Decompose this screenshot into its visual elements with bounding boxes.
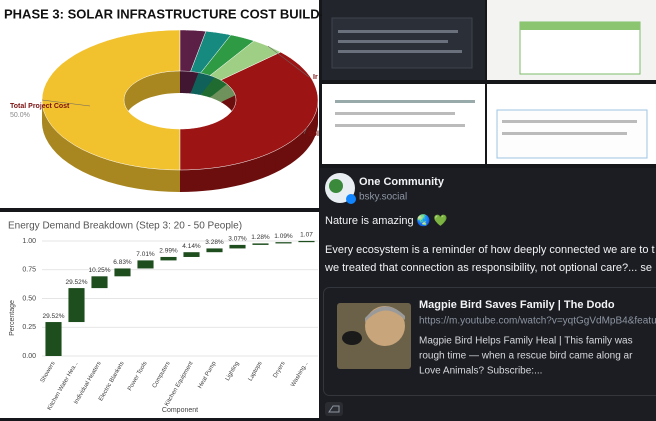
link-title[interactable]: Magpie Bird Saves Family | The Dodo: [419, 299, 615, 311]
post-text: Nature is amazing 🌏 💚: [325, 214, 447, 227]
y-tick-label: 0.00: [22, 353, 36, 360]
author-name[interactable]: One Community: [359, 176, 445, 188]
post-body-line: we treated that connection as responsibi…: [324, 262, 652, 274]
bar: [91, 276, 108, 289]
x-axis-label: Component: [162, 407, 198, 414]
value-label: 3.07%: [228, 236, 247, 243]
thumbnail-content: [519, 21, 641, 75]
thumbnail-line: [338, 50, 462, 53]
thumbnail-line: [335, 124, 465, 127]
post-body-line: Every ecosystem is a reminder of how dee…: [325, 244, 655, 256]
waterfall-panel[interactable]: [0, 212, 319, 418]
reply-button[interactable]: [325, 402, 343, 416]
y-tick-label: 0.50: [22, 295, 36, 302]
bar: [252, 243, 269, 245]
bar: [137, 260, 154, 269]
value-label: 6.83%: [113, 259, 132, 266]
author-handle[interactable]: bsky.social: [359, 192, 407, 203]
link-description: Magpie Bird Helps Family Heal | This fam…: [419, 336, 633, 347]
value-label: 29.52%: [42, 313, 64, 320]
slice-value-label: 50.0%: [10, 112, 30, 119]
value-label: 4.14%: [182, 243, 201, 250]
link-thumbnail-hat: [365, 306, 405, 322]
y-tick-label: 0.75: [22, 267, 36, 274]
leader-line: [303, 127, 307, 135]
value-label: 1.07: [300, 232, 313, 239]
thumbnail-line: [502, 120, 637, 123]
value-label: 7.01%: [136, 251, 155, 258]
verified-badge: [346, 194, 356, 204]
link-thumbnail-face: [365, 306, 405, 346]
bar: [45, 322, 62, 356]
leader-line: [41, 99, 91, 107]
donut-title: PHASE 3: SOLAR INFRASTRUCTURE COST BUILD…: [4, 6, 324, 21]
value-label: 29.52%: [65, 279, 87, 286]
bar: [229, 244, 246, 249]
value-label: 1.28%: [251, 234, 270, 241]
leader-line: [267, 45, 310, 78]
avatar-logo: [329, 179, 343, 193]
link-thumbnail-bird: [342, 331, 362, 345]
bar: [206, 248, 223, 253]
donut: [41, 29, 319, 192]
y-tick-label: 0.25: [22, 324, 36, 331]
thumbnails: [322, 0, 656, 164]
thumbnail-line: [502, 132, 627, 135]
bar: [114, 268, 131, 277]
bar: [298, 240, 315, 243]
bar: [183, 252, 200, 257]
value-label: 3.28%: [205, 239, 224, 246]
slice: [179, 29, 207, 72]
value-label: 1.09%: [274, 233, 293, 240]
thumbnail-header: [520, 22, 640, 30]
thumbnail-line: [335, 112, 455, 115]
value-label: 10.25%: [88, 267, 110, 274]
thumbnail-line: [335, 100, 475, 103]
slice-label: Ir: [313, 74, 318, 81]
link-description: Love Animals? Subscribe:...: [419, 366, 542, 377]
link-description: rough time — when a rescue bird came alo…: [419, 351, 633, 362]
y-axis-label: Percentage: [9, 300, 16, 336]
link-url: https://m.youtube.com/watch?v=yqtGgVdMpB…: [419, 316, 656, 327]
value-label: 2.99%: [159, 248, 178, 255]
slice-label: Sol: [308, 131, 319, 138]
slice-label: Total Project Cost: [10, 103, 70, 110]
waterfall-title: Energy Demand Breakdown (Step 3: 20 - 50…: [8, 221, 242, 232]
reply-icon: [328, 405, 340, 413]
thumbnail-line: [338, 30, 458, 33]
y-tick-label: 1.00: [22, 238, 36, 245]
thumbnail-line: [338, 40, 448, 43]
bar: [68, 288, 85, 323]
bar: [275, 242, 292, 244]
bar: [160, 256, 177, 261]
